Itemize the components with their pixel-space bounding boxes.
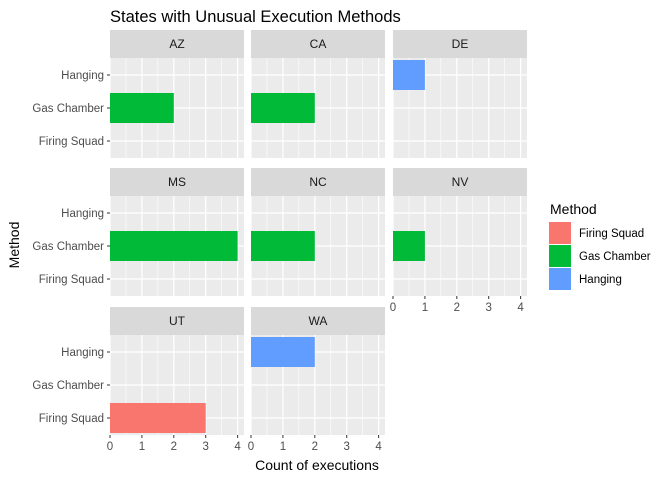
facet-panel-de: DE bbox=[392, 30, 527, 158]
x-tick-label: 4 bbox=[517, 302, 524, 314]
x-axis-title: Count of executions bbox=[255, 457, 379, 473]
facet-panel-ut: UT Firing Squad Gas Chamber Hanging 0 1 2 3 4 bbox=[32, 307, 244, 453]
bar-ut-firing-squad bbox=[110, 403, 206, 433]
y-tick-label: Hanging bbox=[61, 347, 104, 359]
y-tick-label: Firing Squad bbox=[39, 274, 104, 286]
x-tick-label: 3 bbox=[344, 441, 350, 453]
facet-strip bbox=[393, 168, 527, 196]
y-tick-label: Gas Chamber bbox=[32, 103, 104, 115]
y-tick-label: Firing Squad bbox=[39, 413, 104, 425]
facet-panel-ms: MS Firing Squad Gas Chamber Hanging bbox=[32, 168, 244, 296]
legend-label: Firing Squad bbox=[579, 228, 644, 240]
legend-item-gas-chamber: Gas Chamber bbox=[549, 245, 651, 267]
legend-title: Method bbox=[550, 201, 597, 217]
x-tick-label: 2 bbox=[454, 302, 460, 314]
facet-label: CA bbox=[310, 37, 327, 51]
facet-strip bbox=[393, 30, 527, 58]
facet-label: NC bbox=[309, 175, 327, 189]
x-tick-label: 4 bbox=[234, 441, 241, 453]
x-tick-label: 2 bbox=[312, 441, 318, 453]
legend-label: Hanging bbox=[579, 274, 622, 286]
facet-label: UT bbox=[169, 314, 186, 328]
y-axis-title: Method bbox=[6, 222, 22, 269]
facet-panel-nc: NC bbox=[250, 168, 385, 296]
legend: Firing Squad Gas Chamber Hanging bbox=[549, 222, 651, 290]
legend-swatch bbox=[549, 245, 571, 267]
facet-panel-az: AZ Firing Squad Gas Chamber Hanging bbox=[32, 30, 244, 158]
facet-strip bbox=[251, 30, 385, 58]
x-tick-label: 0 bbox=[248, 441, 254, 453]
facet-strip bbox=[251, 307, 385, 335]
facet-strip bbox=[251, 168, 385, 196]
x-tick-label: 1 bbox=[139, 441, 145, 453]
chart-title: States with Unusual Execution Methods bbox=[110, 8, 401, 26]
facet-strip bbox=[110, 30, 244, 58]
legend-swatch bbox=[549, 222, 571, 244]
bar-ca-gas-chamber bbox=[251, 93, 315, 123]
y-tick-label: Hanging bbox=[61, 208, 104, 220]
bar-nv-gas-chamber bbox=[393, 231, 425, 261]
legend-swatch bbox=[549, 268, 571, 290]
x-tick-label: 1 bbox=[422, 302, 428, 314]
facet-strip bbox=[110, 307, 244, 335]
facet-label: MS bbox=[168, 175, 186, 189]
bar-nc-gas-chamber bbox=[251, 231, 315, 261]
facet-label: DE bbox=[452, 37, 469, 51]
facet-panel-nv: NV 0 1 2 3 4 bbox=[390, 168, 527, 314]
facet-panels: AZ Firing Squad Gas Chamber Hanging CA DE MS Fi… bbox=[32, 30, 527, 453]
y-tick-label: Hanging bbox=[61, 70, 104, 82]
bar-de-hanging bbox=[393, 60, 425, 90]
bar-wa-hanging bbox=[251, 337, 315, 367]
bar-ms-gas-chamber bbox=[110, 231, 238, 261]
facet-label: AZ bbox=[169, 37, 184, 51]
facet-label: NV bbox=[452, 175, 469, 189]
facet-strip bbox=[110, 168, 244, 196]
facet-label: WA bbox=[309, 314, 328, 328]
legend-item-firing-squad: Firing Squad bbox=[549, 222, 644, 244]
facet-panel-ca: CA bbox=[250, 30, 385, 158]
x-tick-label: 4 bbox=[375, 441, 382, 453]
x-tick-label: 1 bbox=[280, 441, 286, 453]
facet-panel-wa: WA 0 1 2 3 4 bbox=[248, 307, 385, 453]
x-tick-label: 3 bbox=[486, 302, 492, 314]
x-tick-label: 0 bbox=[107, 441, 113, 453]
x-tick-label: 2 bbox=[171, 441, 177, 453]
legend-item-hanging: Hanging bbox=[549, 268, 622, 290]
y-tick-label: Gas Chamber bbox=[32, 380, 104, 392]
x-tick-label: 0 bbox=[390, 302, 396, 314]
y-tick-label: Gas Chamber bbox=[32, 241, 104, 253]
y-tick-label: Firing Squad bbox=[39, 136, 104, 148]
legend-label: Gas Chamber bbox=[579, 251, 651, 263]
bar-az-gas-chamber bbox=[110, 93, 174, 123]
x-tick-label: 3 bbox=[203, 441, 209, 453]
